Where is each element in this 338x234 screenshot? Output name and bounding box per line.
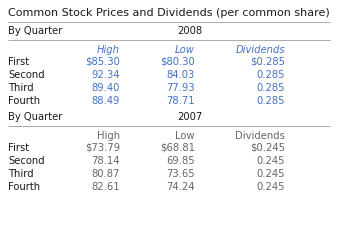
Text: 92.34: 92.34	[92, 70, 120, 80]
Text: Dividends: Dividends	[235, 131, 285, 141]
Text: 78.14: 78.14	[92, 156, 120, 166]
Text: 69.85: 69.85	[166, 156, 195, 166]
Text: Third: Third	[8, 169, 33, 179]
Text: 73.65: 73.65	[166, 169, 195, 179]
Text: Common Stock Prices and Dividends (per common share): Common Stock Prices and Dividends (per c…	[8, 8, 330, 18]
Text: First: First	[8, 143, 29, 153]
Text: Fourth: Fourth	[8, 182, 40, 192]
Text: 89.40: 89.40	[92, 83, 120, 93]
Text: $85.30: $85.30	[85, 57, 120, 67]
Text: 0.285: 0.285	[257, 96, 285, 106]
Text: 80.87: 80.87	[92, 169, 120, 179]
Text: $0.245: $0.245	[250, 143, 285, 153]
Text: $80.30: $80.30	[160, 57, 195, 67]
Text: Second: Second	[8, 156, 45, 166]
Text: High: High	[97, 45, 120, 55]
Text: First: First	[8, 57, 29, 67]
Text: $0.285: $0.285	[250, 57, 285, 67]
Text: 88.49: 88.49	[92, 96, 120, 106]
Text: 78.71: 78.71	[166, 96, 195, 106]
Text: 77.93: 77.93	[166, 83, 195, 93]
Text: High: High	[97, 131, 120, 141]
Text: Dividends: Dividends	[235, 45, 285, 55]
Text: 2008: 2008	[177, 26, 202, 36]
Text: 84.03: 84.03	[167, 70, 195, 80]
Text: 82.61: 82.61	[91, 182, 120, 192]
Text: 0.245: 0.245	[257, 156, 285, 166]
Text: 0.285: 0.285	[257, 70, 285, 80]
Text: 0.245: 0.245	[257, 182, 285, 192]
Text: Low: Low	[175, 45, 195, 55]
Text: 0.245: 0.245	[257, 169, 285, 179]
Text: $68.81: $68.81	[160, 143, 195, 153]
Text: By Quarter: By Quarter	[8, 26, 63, 36]
Text: Second: Second	[8, 70, 45, 80]
Text: 0.285: 0.285	[257, 83, 285, 93]
Text: $73.79: $73.79	[85, 143, 120, 153]
Text: Third: Third	[8, 83, 33, 93]
Text: 2007: 2007	[177, 112, 202, 122]
Text: By Quarter: By Quarter	[8, 112, 63, 122]
Text: 74.24: 74.24	[167, 182, 195, 192]
Text: Fourth: Fourth	[8, 96, 40, 106]
Text: Low: Low	[175, 131, 195, 141]
